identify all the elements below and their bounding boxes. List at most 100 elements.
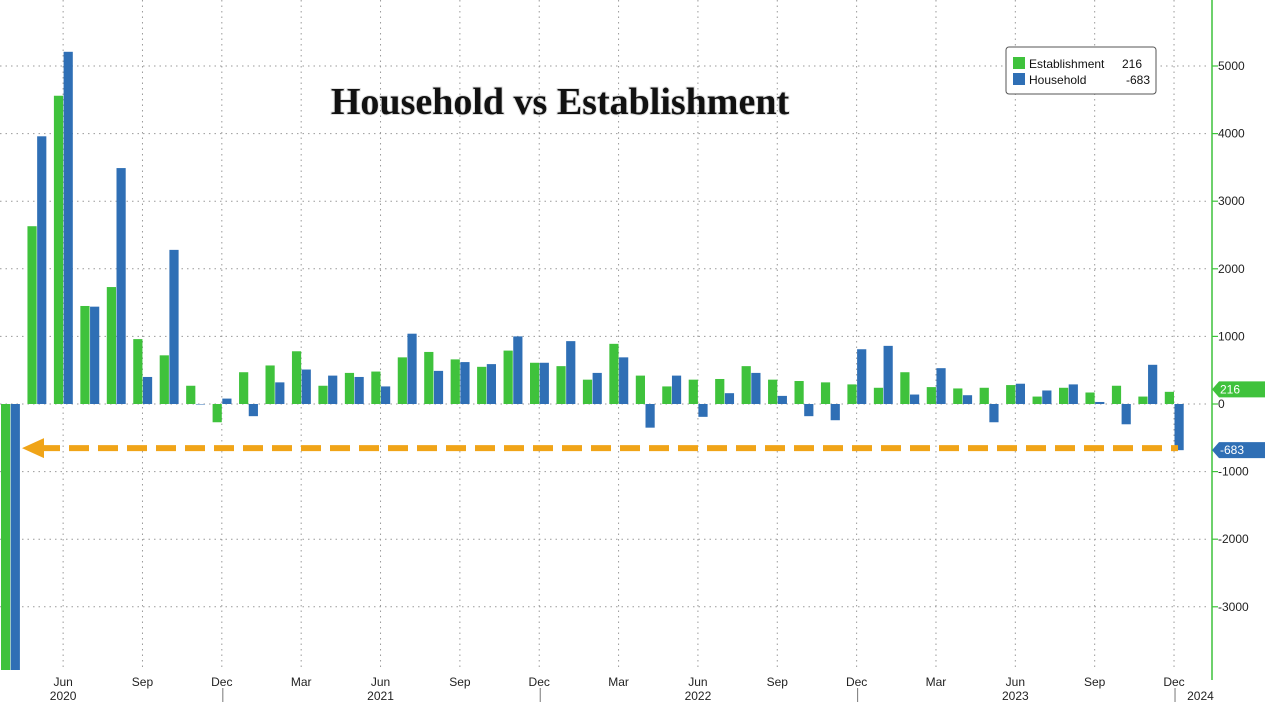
gridlines	[0, 0, 1210, 670]
bar-household-43	[1148, 364, 1158, 404]
legend-value-household: -683	[1126, 73, 1150, 87]
x-axis: Jun Sep Dec Mar Jun Sep Dec Mar Jun Sep Dec Mar Jun S…	[50, 675, 1214, 702]
bar-household-15	[407, 333, 417, 404]
bar-establishment-0	[1, 404, 11, 670]
bar-establishment-40	[1059, 387, 1069, 404]
legend-swatch-household	[1013, 73, 1025, 85]
bar-household-19	[513, 336, 523, 404]
x-tick-label-2: Dec	[211, 675, 232, 689]
bar-establishment-24	[635, 375, 645, 404]
bar-establishment-28	[741, 366, 751, 404]
x-tick-label-5: Sep	[449, 675, 471, 689]
bar-household-7	[195, 404, 206, 405]
y-tick-label-1: 4000	[1218, 127, 1245, 141]
x-year-label-3: 2023	[1002, 689, 1029, 702]
bar-establishment-43	[1138, 396, 1148, 404]
bar-establishment-27	[715, 378, 725, 404]
bar-household-6	[169, 249, 179, 404]
y-tick-label-3: 2000	[1218, 262, 1245, 276]
bar-establishment-38	[1006, 385, 1016, 404]
bar-establishment-33	[873, 387, 884, 404]
bar-establishment-30	[794, 381, 804, 404]
bar-household-37	[989, 404, 999, 423]
bar-household-18	[486, 364, 496, 404]
bar-establishment-19	[503, 350, 513, 404]
bar-establishment-37	[979, 387, 989, 404]
bar-establishment-20	[530, 362, 540, 404]
last-value-tag-text-0: 216	[1220, 382, 1240, 396]
x-year-label-0: 2020	[50, 689, 77, 702]
bar-household-33	[883, 345, 893, 404]
bar-establishment-39	[1032, 396, 1042, 404]
bar-household-0	[10, 404, 20, 670]
bar-establishment-12	[318, 385, 328, 404]
bars	[1, 51, 1184, 670]
x-tick-label-8: Jun	[688, 675, 707, 689]
bar-establishment-32	[847, 384, 857, 404]
bar-household-38	[1015, 383, 1025, 404]
bar-establishment-2	[53, 95, 64, 404]
bar-establishment-31	[820, 382, 831, 404]
bar-household-39	[1042, 390, 1052, 404]
x-tick-label-4: Jun	[371, 675, 390, 689]
bar-establishment-7	[186, 385, 196, 404]
y-tick-label-8: -3000	[1218, 600, 1249, 614]
bar-household-11	[301, 369, 311, 404]
x-tick-label-10: Dec	[846, 675, 867, 689]
bar-household-8	[222, 398, 232, 404]
bar-household-30	[804, 404, 814, 417]
x-year-label-2: 2022	[685, 689, 712, 702]
bar-household-31	[830, 404, 840, 421]
bar-establishment-23	[609, 343, 619, 404]
bar-household-41	[1095, 401, 1105, 404]
bar-establishment-3	[80, 305, 90, 404]
x-tick-label-7: Mar	[608, 675, 629, 689]
bar-household-25	[671, 375, 682, 404]
y-axis: 5000 4000 3000 2000 1000 0 -1000 -2000 -3000 216 -…	[1211, 0, 1265, 680]
bar-household-5	[142, 376, 153, 404]
bar-establishment-41	[1085, 392, 1095, 404]
y-tick-label-0: 5000	[1218, 59, 1245, 73]
bar-household-22	[592, 372, 602, 404]
bar-establishment-18	[477, 366, 487, 404]
x-year-label-4: 2024	[1187, 689, 1214, 702]
bar-establishment-5	[133, 339, 143, 404]
last-value-tag-1: -683	[1212, 442, 1265, 459]
bar-household-40	[1068, 384, 1078, 404]
bar-household-44	[1174, 404, 1184, 451]
bar-establishment-21	[556, 366, 566, 404]
bar-household-14	[381, 386, 391, 404]
reference-line	[22, 438, 1178, 459]
y-tick-label-6: -1000	[1218, 465, 1249, 479]
bar-household-3	[90, 306, 100, 404]
bar-household-35	[936, 368, 946, 404]
bar-household-13	[354, 376, 364, 404]
bar-household-20	[539, 362, 549, 404]
x-tick-label-13: Sep	[1084, 675, 1106, 689]
y-tick-label-2: 3000	[1218, 194, 1245, 208]
x-tick-label-12: Jun	[1006, 675, 1025, 689]
reference-arrow-head	[22, 438, 44, 459]
bar-household-24	[645, 404, 655, 428]
x-tick-label-6: Dec	[529, 675, 550, 689]
bar-household-16	[433, 370, 444, 404]
legend-value-establishment: 216	[1122, 57, 1142, 71]
bar-establishment-26	[688, 379, 698, 404]
bar-establishment-36	[953, 388, 963, 404]
bar-household-21	[566, 341, 576, 404]
last-value-tag-bg-0	[1212, 381, 1265, 398]
legend-box	[1005, 46, 1157, 95]
last-value-tag-bg-1	[1212, 442, 1265, 459]
x-tick-label-1: Sep	[132, 675, 154, 689]
bar-household-12	[328, 375, 338, 404]
bar-establishment-8	[212, 404, 222, 423]
bar-establishment-34	[900, 372, 910, 404]
x-year-label-1: 2021	[367, 689, 394, 702]
bar-household-17	[460, 362, 470, 404]
x-tick-label-11: Mar	[926, 675, 947, 689]
chart-title: Household vs Establishment	[331, 81, 790, 123]
bar-household-29	[777, 395, 787, 404]
legend: Establishment 216 Household -683	[1005, 46, 1157, 95]
y-tick-label-4: 1000	[1218, 329, 1245, 343]
